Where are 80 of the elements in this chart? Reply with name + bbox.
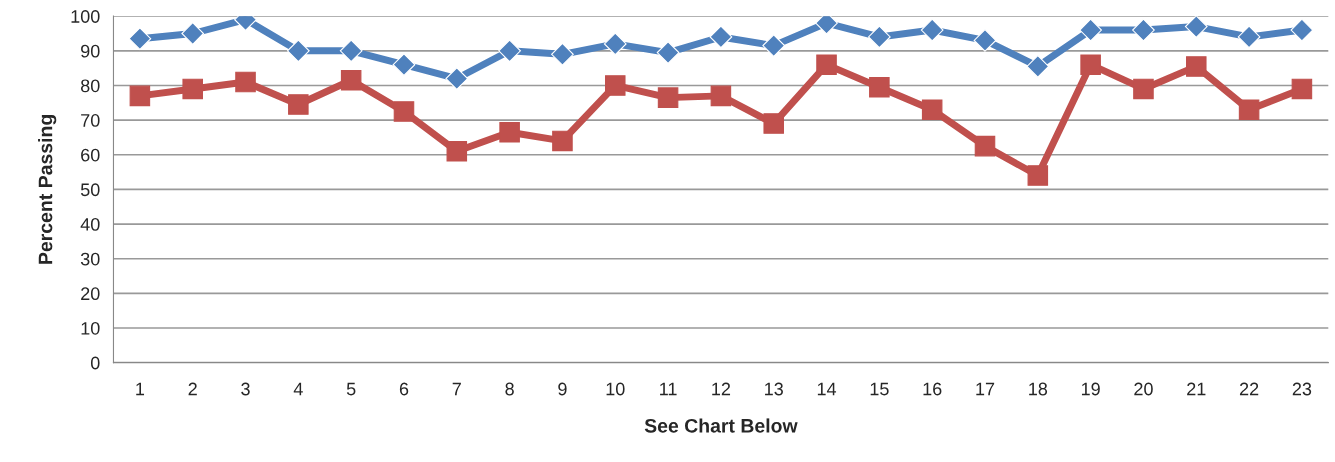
point xyxy=(1237,25,1261,49)
point xyxy=(763,113,784,134)
x-tick-label: 1 xyxy=(136,382,145,396)
point xyxy=(710,85,732,107)
point xyxy=(392,53,416,77)
x-tick-label: 10 xyxy=(606,382,625,396)
y-tick-label: 20 xyxy=(81,287,100,301)
x-tick-label: 4 xyxy=(293,382,303,396)
point xyxy=(921,99,943,121)
point xyxy=(393,101,415,122)
point xyxy=(1238,99,1260,121)
point xyxy=(182,78,203,100)
point xyxy=(1184,16,1208,38)
point xyxy=(656,41,680,64)
point xyxy=(1291,78,1313,100)
x-tick-label: 3 xyxy=(241,382,250,396)
x-tick-label: 13 xyxy=(765,382,783,396)
point xyxy=(1026,55,1050,78)
x-tick-label: 5 xyxy=(346,382,356,396)
x-tick-label: 14 xyxy=(817,382,837,396)
point xyxy=(973,29,997,52)
x-tick-label: 6 xyxy=(399,382,409,396)
x-tick-label: 22 xyxy=(1239,382,1259,396)
x-tick-label: 23 xyxy=(1292,382,1312,396)
x-tick-label: 16 xyxy=(923,382,942,396)
point xyxy=(235,71,256,93)
y-axis-title: Percent Passing xyxy=(38,115,57,264)
x-tick-label: 9 xyxy=(558,382,567,396)
point xyxy=(1133,78,1154,100)
x-tick-label: 19 xyxy=(1081,382,1100,396)
point xyxy=(339,39,363,63)
x-axis-title: See Chart Below xyxy=(644,418,798,433)
point xyxy=(974,135,996,157)
x-tick-label: 2 xyxy=(188,382,197,396)
point xyxy=(762,34,786,57)
y-tick-label: 80 xyxy=(80,79,100,93)
point xyxy=(657,87,679,108)
point xyxy=(869,76,890,98)
point xyxy=(603,32,627,56)
point xyxy=(499,121,520,143)
point xyxy=(920,18,944,42)
y-tick-label: 50 xyxy=(80,183,100,197)
point xyxy=(604,75,626,96)
x-tick-label: 11 xyxy=(660,382,677,396)
y-tick-label: 30 xyxy=(80,252,100,266)
point xyxy=(445,67,469,90)
point xyxy=(1185,56,1207,77)
point xyxy=(181,22,205,45)
x-tick-label: 12 xyxy=(712,382,731,396)
point xyxy=(286,39,310,63)
x-tick-label: 7 xyxy=(452,382,461,396)
point xyxy=(498,39,521,63)
point xyxy=(1080,54,1101,75)
x-tick-label: 18 xyxy=(1029,382,1048,396)
point xyxy=(709,25,733,49)
y-tick-label: 60 xyxy=(81,148,100,162)
x-tick-label: 8 xyxy=(505,382,514,396)
point xyxy=(551,42,574,66)
y-tick-label: 90 xyxy=(81,44,100,58)
point xyxy=(288,94,309,115)
point xyxy=(868,25,891,49)
y-tick-label: 70 xyxy=(81,114,100,127)
y-tick-label: 0 xyxy=(90,356,100,370)
point xyxy=(816,54,837,75)
point xyxy=(1132,18,1155,42)
y-tick-label: 40 xyxy=(80,218,100,231)
point xyxy=(340,69,362,91)
y-tick-label: 10 xyxy=(81,321,100,335)
point xyxy=(1290,18,1314,42)
point xyxy=(446,141,468,162)
x-tick-label: 21 xyxy=(1187,382,1206,396)
y-tick-label: 100 xyxy=(71,10,100,23)
point xyxy=(1079,18,1102,42)
point xyxy=(129,85,151,107)
x-tick-label: 20 xyxy=(1134,382,1153,396)
x-tick-label: 17 xyxy=(976,382,995,396)
point xyxy=(128,27,152,51)
x-tick-label: 15 xyxy=(870,382,889,396)
point xyxy=(1027,165,1049,186)
point xyxy=(552,130,573,152)
